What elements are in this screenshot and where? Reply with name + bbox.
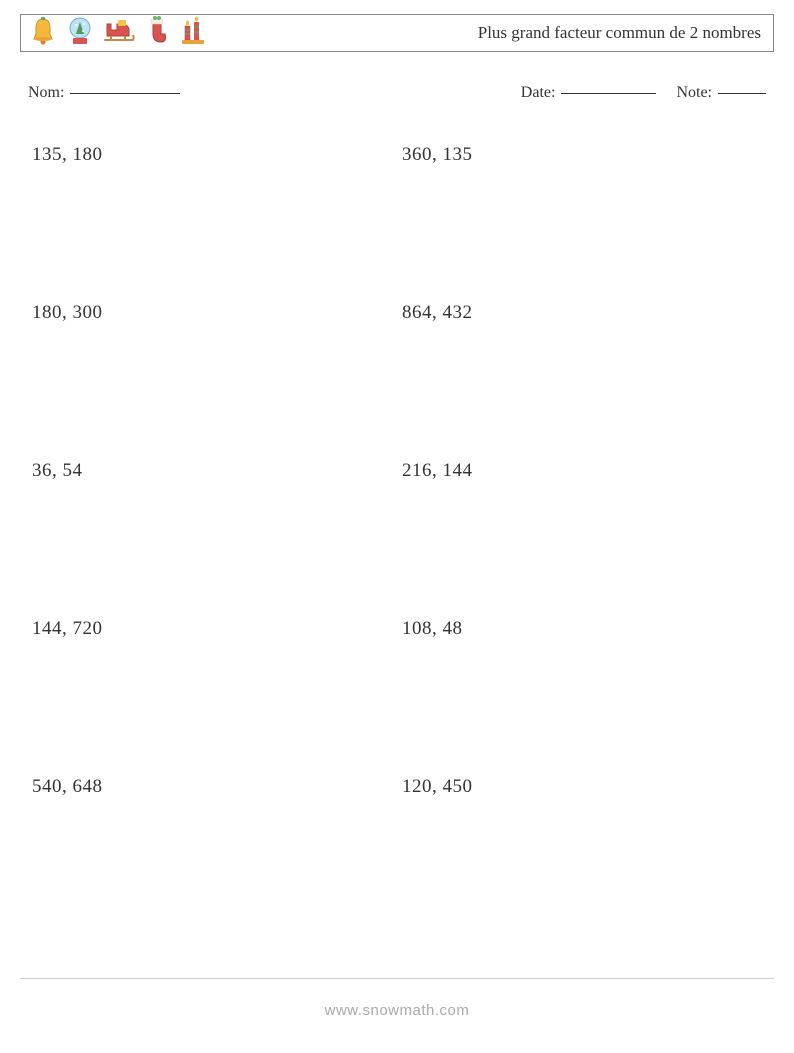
worksheet-title: Plus grand facteur commun de 2 nombres	[478, 23, 761, 43]
date-label: Date:	[521, 84, 556, 102]
worksheet-page: Plus grand facteur commun de 2 nombres N…	[0, 0, 794, 1053]
problem-right: 108, 48	[402, 618, 762, 640]
sleigh-icon	[103, 18, 135, 51]
header-icons	[29, 16, 207, 51]
problem-left: 540, 648	[32, 776, 402, 798]
problem-row: 36, 54 216, 144	[32, 460, 762, 482]
problem-row: 135, 180 360, 135	[32, 144, 762, 166]
snowglobe-icon	[67, 16, 93, 51]
problem-row: 540, 648 120, 450	[32, 776, 762, 798]
candles-icon	[179, 16, 207, 51]
footer-text: www.snowmath.com	[0, 1002, 794, 1019]
problem-left: 135, 180	[32, 144, 402, 166]
note-blank[interactable]	[718, 93, 766, 94]
header-box: Plus grand facteur commun de 2 nombres	[20, 14, 774, 52]
name-blank[interactable]	[70, 93, 180, 94]
problems-grid: 135, 180 360, 135 180, 300 864, 432 36, …	[20, 144, 774, 798]
problem-row: 180, 300 864, 432	[32, 302, 762, 324]
meta-name: Nom:	[28, 84, 180, 102]
problem-left: 36, 54	[32, 460, 402, 482]
problem-left: 180, 300	[32, 302, 402, 324]
problem-row: 144, 720 108, 48	[32, 618, 762, 640]
problem-right: 360, 135	[402, 144, 762, 166]
problem-right: 216, 144	[402, 460, 762, 482]
problem-right: 864, 432	[402, 302, 762, 324]
problem-right: 120, 450	[402, 776, 762, 798]
meta-right: Date: Note:	[521, 84, 766, 102]
note-label: Note:	[676, 84, 712, 102]
date-blank[interactable]	[561, 93, 656, 94]
name-label: Nom:	[28, 84, 64, 102]
footer-rule	[20, 978, 774, 979]
problem-left: 144, 720	[32, 618, 402, 640]
stocking-icon	[145, 16, 169, 51]
bell-icon	[29, 16, 57, 51]
meta-row: Nom: Date: Note:	[20, 84, 774, 102]
